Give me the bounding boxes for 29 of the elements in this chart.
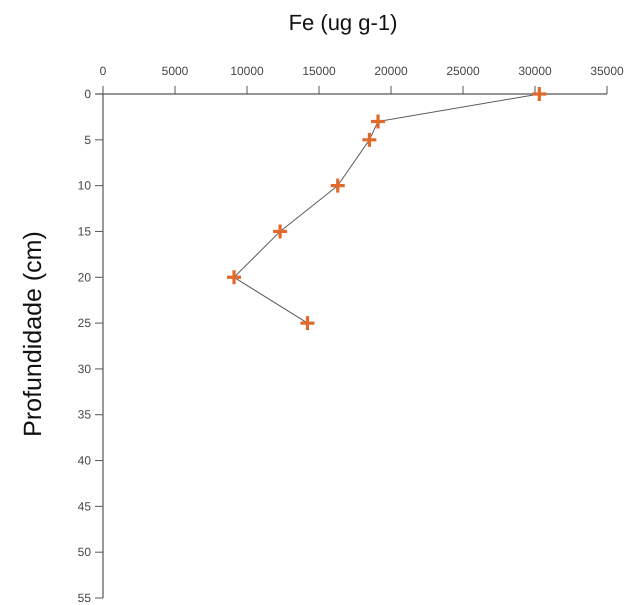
x-tick-label: 0: [100, 64, 107, 78]
y-tick-label: 55: [78, 591, 92, 605]
y-tick-label: 50: [78, 545, 92, 560]
x-tick-label: 25000: [446, 64, 480, 78]
y-tick-label: 5: [84, 132, 92, 147]
point: [369, 112, 387, 130]
x-tick-label: 15000: [302, 64, 336, 78]
point: [225, 268, 243, 286]
y-tick-label: 15: [78, 224, 92, 238]
x-tick-label: 20000: [374, 64, 408, 78]
y-tick-label: 20: [78, 270, 92, 284]
y-tick-label: 45: [78, 499, 92, 514]
point: [360, 131, 378, 148]
x-tick-label: 5000: [162, 64, 189, 78]
point: [329, 177, 346, 194]
point: [298, 314, 316, 332]
y-tick-label: 10: [78, 178, 92, 193]
y-tick-label: 40: [78, 454, 92, 468]
y-tick-label: 30: [78, 362, 92, 376]
y-tick-label: 35: [78, 408, 92, 422]
x-tick-label: 10000: [230, 64, 264, 78]
point: [530, 85, 548, 103]
y-tick-label: 25: [78, 316, 92, 330]
x-tick-label: 30000: [518, 64, 552, 78]
point: [272, 222, 289, 240]
x-axis-title: Fe (ug g-1): [288, 10, 398, 35]
y-tick-label: 0: [84, 87, 92, 101]
x-tick-label: 35000: [590, 64, 624, 78]
y-axis-title: Profundidade (cm): [19, 231, 47, 437]
